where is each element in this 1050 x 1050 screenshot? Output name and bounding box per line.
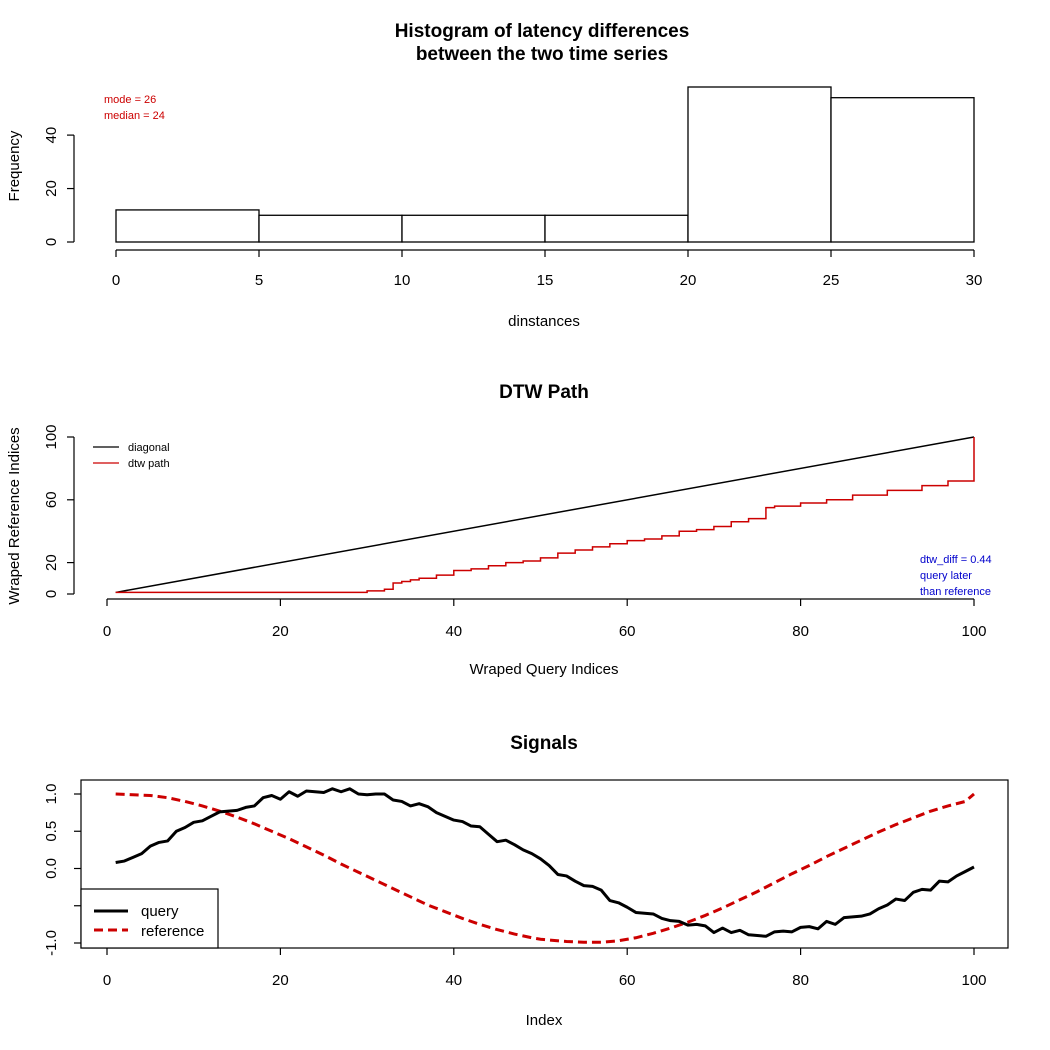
signals-x-tick-label: 40: [445, 972, 462, 989]
histogram-y-tick-label: 40: [43, 127, 60, 144]
dtw-y-tick-label: 20: [43, 554, 60, 571]
signals-plot-box: [80, 779, 1009, 949]
dtw-y-tick-label: 60: [43, 491, 60, 508]
dtw-x-tick-label: 80: [792, 623, 809, 640]
dtw-title: DTW Path: [499, 382, 589, 403]
histogram-y-tick-label: 0: [43, 238, 60, 246]
histogram-title-line-1: Histogram of latency differences: [395, 21, 690, 42]
histogram-axes: 0 5 10 15 20 25 30 0 20 40: [43, 127, 982, 289]
dtw-x-tick-label: 0: [103, 623, 111, 640]
histogram-title-line-2: between the two time series: [416, 44, 668, 65]
histogram-x-tick-label: 5: [255, 272, 263, 289]
dtw-x-tick-label: 100: [961, 623, 986, 640]
signals-legend-label-query: query: [141, 903, 179, 920]
dtw-annotation-diff: dtw_diff = 0.44: [920, 554, 992, 566]
dtw-axes: 0 20 40 60 80 100 0 20 60 100: [43, 424, 987, 640]
signals-title: Signals: [510, 733, 578, 754]
signals-x-tick-label: 100: [961, 972, 986, 989]
signals-y-tick-label: 1.0: [43, 784, 60, 805]
signals-y-tick-label: 0.0: [43, 858, 60, 879]
signals-y-tick-label: 0.5: [43, 821, 60, 842]
dtw-x-tick-label: 60: [619, 623, 636, 640]
dtw-annotation-later: query later: [920, 570, 972, 582]
dtw-xlabel: Wraped Query Indices: [470, 661, 619, 678]
signals-x-tick-label: 60: [619, 972, 636, 989]
dtw-x-tick-label: 20: [272, 623, 289, 640]
signals-x-tick-label: 80: [792, 972, 809, 989]
signals-panel: Signals 0 20 40 60 80 100-1.00.00.51.0 Index …: [43, 733, 1009, 1029]
histogram-bar: [258, 214, 403, 243]
signals-legend: query reference: [80, 888, 219, 949]
histogram-bar: [544, 214, 689, 243]
histogram-x-tick-label: 0: [112, 272, 120, 289]
signals-x-tick-label: 20: [272, 972, 289, 989]
histogram-x-tick-label: 30: [966, 272, 983, 289]
histogram-bar: [401, 214, 546, 243]
histogram-ylabel: Frequency: [6, 130, 23, 201]
histogram-x-tick-label: 20: [680, 272, 697, 289]
signals-y-tick-label: -1.0: [43, 930, 60, 956]
dtw-legend-label-diagonal: diagonal: [128, 442, 170, 454]
histogram-y-tick-label: 20: [43, 180, 60, 197]
histogram-annotation-mode: mode = 26: [104, 94, 156, 106]
dtw-x-tick-label: 40: [445, 623, 462, 640]
dtw-legend: diagonal dtw path: [93, 442, 170, 470]
dtw-ylabel: Wraped Reference Indices: [6, 427, 23, 604]
histogram-xlabel: dinstances: [508, 313, 580, 330]
signals-lines: [115, 787, 975, 944]
signals-legend-box: [80, 888, 219, 949]
dtw-panel: DTW Path 0 20 40 60 80 100 0 20 60 100 Wraped Que…: [6, 382, 992, 678]
histogram-panel: Histogram of latency differences between…: [6, 21, 982, 330]
signals-x-tick-label: 0: [103, 972, 111, 989]
histogram-x-tick-label: 10: [394, 272, 411, 289]
signals-reference-line: [115, 792, 975, 944]
dtw-legend-label-dtw-path: dtw path: [128, 458, 170, 470]
signals-xlabel: Index: [526, 1012, 563, 1029]
signals-query-line: [115, 787, 975, 938]
dtw-path-line: [115, 437, 975, 594]
histogram-x-tick-label: 15: [537, 272, 554, 289]
dtw-annotation-reference: than reference: [920, 586, 991, 598]
histogram-bar: [830, 97, 975, 243]
dtw-diagonal-line: [115, 436, 975, 594]
dtw-y-tick-label: 0: [43, 590, 60, 598]
histogram-annotation-median: median = 24: [104, 110, 165, 122]
histogram-bar: [115, 209, 260, 243]
dtw-lines: [115, 436, 975, 594]
histogram-bar: [687, 86, 832, 243]
signals-legend-label-reference: reference: [141, 923, 204, 940]
signals-axes: 0 20 40 60 80 100 -1.0 0.0 0.5 1.0: [43, 784, 987, 989]
dtw-y-tick-label: 100: [43, 424, 60, 449]
histogram-bars: [115, 86, 975, 243]
histogram-x-tick-label: 25: [823, 272, 840, 289]
